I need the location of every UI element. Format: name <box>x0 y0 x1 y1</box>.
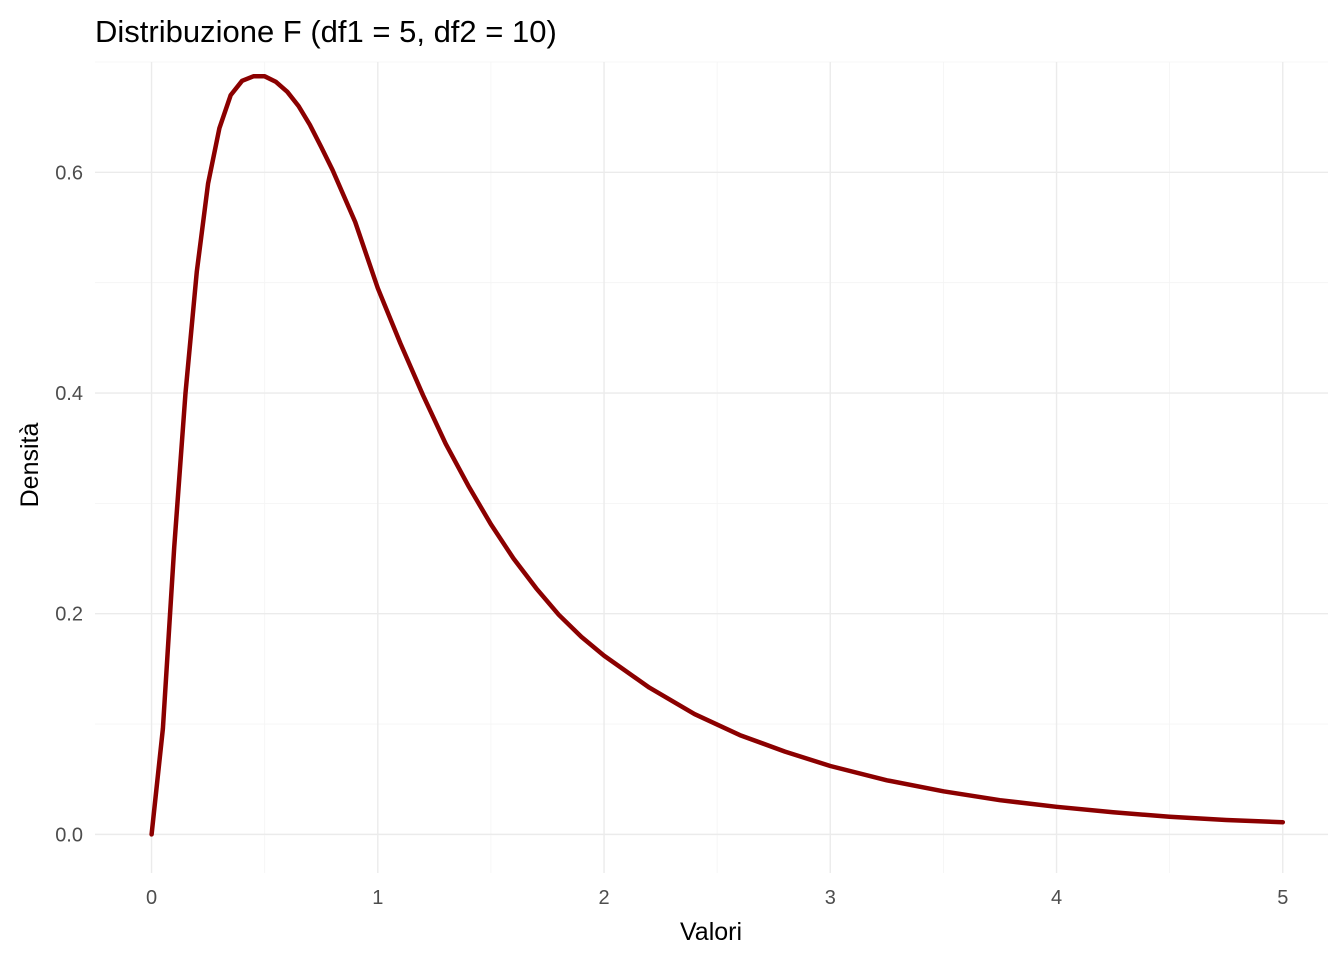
x-tick-label: 3 <box>825 887 836 909</box>
chart-title: Distribuzione F (df1 = 5, df2 = 10) <box>95 14 557 49</box>
y-axis-ticks: 0.0 0.2 0.4 0.6 <box>55 162 83 846</box>
x-tick-label: 1 <box>372 887 383 909</box>
x-tick-label: 4 <box>1051 887 1062 909</box>
x-tick-label: 5 <box>1277 887 1288 909</box>
y-tick-label: 0.6 <box>55 162 83 184</box>
x-tick-label: 0 <box>146 887 157 909</box>
x-axis-ticks: 0 1 2 3 4 5 <box>146 887 1288 909</box>
grid-lines <box>95 61 1328 873</box>
y-tick-label: 0.2 <box>55 604 83 626</box>
y-axis-title: Densità <box>16 423 44 508</box>
y-tick-label: 0.0 <box>55 824 83 846</box>
x-axis-title: Valori <box>680 918 742 946</box>
density-line <box>149 74 1286 837</box>
density-series <box>149 74 1286 837</box>
y-tick-label: 0.4 <box>55 383 83 405</box>
x-tick-label: 2 <box>598 887 609 909</box>
